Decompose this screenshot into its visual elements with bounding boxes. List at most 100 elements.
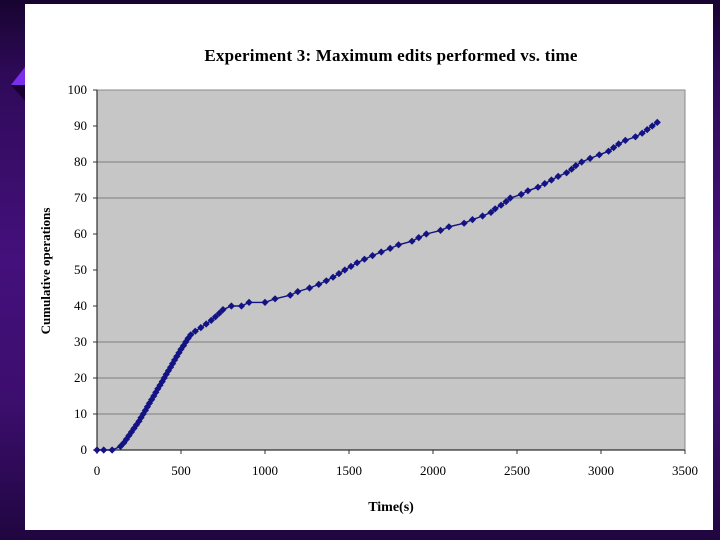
data-point-diamond	[347, 262, 355, 270]
data-point-diamond	[152, 388, 160, 396]
y-tick-label: 50	[74, 262, 87, 277]
data-point-diamond	[197, 324, 205, 332]
data-point-diamond	[353, 259, 361, 267]
data-point-diamond	[478, 212, 487, 220]
data-point-diamond	[386, 244, 394, 252]
data-point-diamond	[517, 190, 525, 198]
data-point-diamond	[215, 309, 223, 317]
data-point-diamond	[286, 291, 294, 299]
data-point-diamond	[568, 165, 576, 173]
data-point-diamond	[341, 266, 349, 274]
data-point-diamond	[125, 432, 133, 440]
data-point-diamond	[202, 320, 210, 328]
data-point-diamond	[156, 381, 164, 389]
data-point-diamond	[335, 270, 343, 278]
data-point-diamond	[578, 158, 586, 166]
x-tick-label: 1500	[336, 463, 362, 478]
data-point-diamond	[615, 140, 623, 148]
data-point-diamond	[497, 201, 505, 209]
data-point-diamond	[137, 414, 145, 422]
data-point-diamond	[191, 327, 199, 335]
y-tick-label: 20	[74, 370, 87, 385]
data-point-diamond	[141, 406, 149, 414]
data-point-diamond	[460, 219, 468, 227]
data-point-diamond	[100, 446, 108, 454]
data-point-diamond	[245, 298, 253, 306]
data-point-diamond	[184, 334, 192, 342]
x-tick-label: 2000	[420, 463, 446, 478]
data-point-diamond	[368, 252, 377, 260]
data-point-diamond	[408, 237, 416, 245]
x-tick-label: 0	[93, 463, 101, 478]
data-point-diamond	[415, 234, 423, 242]
data-point-diamond	[116, 442, 125, 450]
data-point-diamond	[445, 223, 453, 231]
data-point-diamond	[145, 399, 154, 407]
data-point-diamond	[237, 302, 246, 310]
data-point-diamond	[394, 241, 403, 249]
data-point-diamond	[179, 342, 188, 350]
data-point-diamond	[653, 118, 661, 126]
y-tick-label: 70	[74, 190, 87, 205]
data-point-diamond	[227, 302, 235, 310]
data-point-diamond	[524, 187, 532, 195]
data-point-diamond	[506, 194, 514, 202]
data-point-diamond	[158, 378, 166, 386]
data-point-diamond	[305, 284, 314, 292]
y-tick-label: 40	[74, 298, 87, 313]
data-point-diamond	[621, 136, 629, 144]
x-tick-label: 2500	[504, 463, 530, 478]
data-point-diamond	[468, 216, 477, 224]
y-tick-label: 30	[74, 334, 87, 349]
data-point-diamond	[108, 446, 116, 454]
y-tick-label: 100	[67, 82, 88, 97]
data-point-diamond	[93, 446, 101, 454]
data-point-diamond	[595, 151, 603, 159]
data-point-diamond	[638, 129, 646, 137]
data-point-diamond	[211, 313, 220, 321]
data-point-diamond	[554, 172, 562, 180]
data-point-diamond	[162, 370, 170, 378]
data-point-diamond	[135, 417, 143, 425]
data-point-diamond	[610, 144, 618, 152]
data-point-diamond	[547, 176, 556, 184]
data-point-diamond	[562, 169, 571, 177]
y-tick-label: 80	[74, 154, 87, 169]
data-point-diamond	[436, 226, 445, 234]
x-tick-label: 1000	[252, 463, 278, 478]
chart-title: Experiment 3: Maximum edits performed vs…	[204, 46, 578, 65]
data-point-diamond	[377, 248, 385, 256]
plot-area	[93, 89, 686, 454]
plot-background	[96, 89, 686, 451]
y-tick-label: 60	[74, 226, 87, 241]
data-point-diamond	[329, 273, 337, 281]
data-point-diamond	[187, 331, 195, 339]
x-tick-label: 3500	[672, 463, 698, 478]
data-point-diamond	[491, 205, 499, 213]
chart-card: Experiment 3: Maximum edits performed vs…	[25, 4, 713, 530]
x-tick-label: 500	[171, 463, 191, 478]
data-point-diamond	[207, 316, 215, 324]
data-point-diamond	[122, 435, 130, 443]
data-point-diamond	[315, 280, 323, 288]
data-point-diamond	[294, 288, 302, 296]
data-point-diamond	[572, 162, 580, 170]
data-point-diamond	[219, 306, 227, 314]
data-point-diamond	[487, 208, 495, 216]
data-point-diamond	[541, 180, 549, 188]
data-point-diamond	[177, 345, 185, 353]
y-tick-label: 0	[80, 442, 88, 457]
x-axis-title: Time(s)	[368, 500, 414, 515]
data-point-diamond	[261, 298, 269, 306]
data-point-diamond	[534, 183, 542, 191]
data-point-diamond	[130, 424, 138, 432]
data-point-diamond	[422, 230, 430, 238]
data-point-diamond	[586, 154, 594, 162]
data-point-diamond	[502, 198, 510, 206]
data-point-diamond	[169, 360, 177, 368]
data-point-diamond	[322, 277, 330, 285]
data-point-diamond	[148, 396, 156, 404]
data-point-diamond	[604, 147, 613, 155]
data-point-diamond	[643, 126, 651, 134]
